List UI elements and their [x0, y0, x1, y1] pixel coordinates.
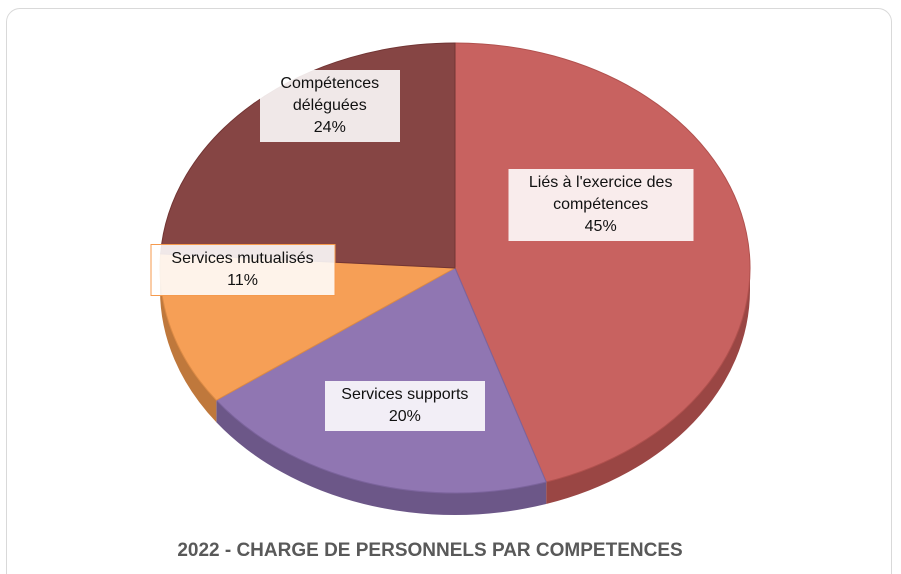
pie-slice: [454, 42, 751, 483]
pie-slice: [215, 267, 547, 494]
data-label-category: Compétences déléguées: [280, 75, 380, 115]
data-label-value: 20%: [388, 407, 421, 425]
pie-slice-side: [216, 400, 547, 515]
data-label-value: 11%: [227, 272, 258, 290]
data-label: Services supports 20%: [324, 380, 485, 431]
data-label: Liés à l'exercice des compétences 45%: [508, 169, 694, 242]
chart-title: 2022 - CHARGE DE PERSONNELS PAR COMPETEN…: [177, 540, 683, 561]
pie-slice-side: [546, 268, 750, 504]
data-label: Compétences déléguées 24%: [259, 70, 400, 143]
data-label-category: Services mutualisés: [171, 250, 314, 268]
data-label-category: Liés à l'exercice des compétences: [528, 174, 673, 214]
data-label-value: 24%: [313, 119, 346, 137]
data-label: Services mutualisés 11%: [150, 244, 336, 297]
data-label-category: Services supports: [341, 385, 469, 403]
data-label-value: 45%: [584, 218, 617, 236]
pie-slice-side: [160, 268, 217, 423]
chart-frame: [6, 8, 892, 574]
